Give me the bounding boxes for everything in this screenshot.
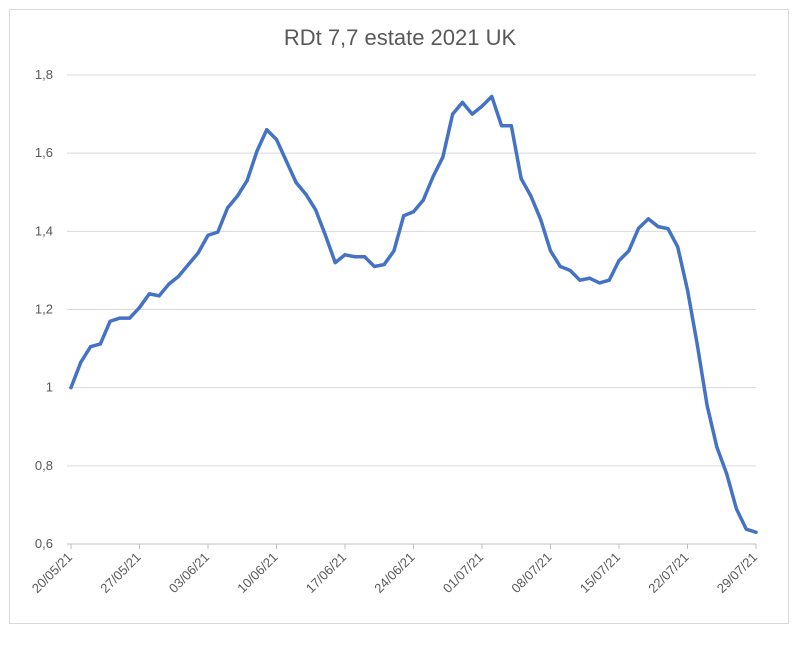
data-point: [519, 176, 523, 181]
data-point: [118, 316, 122, 320]
data-point: [333, 261, 337, 265]
x-tick-label: 15/07/21: [577, 550, 623, 596]
series-line: [69, 94, 758, 535]
data-point: [98, 342, 102, 346]
data-point: [137, 305, 142, 310]
x-axis-ticks: 20/05/21 27/05/21 03/06/21 10/06/21 17/06/21…: [29, 544, 760, 596]
data-point: [529, 194, 533, 198]
data-point: [196, 251, 200, 255]
data-point: [157, 294, 161, 298]
x-tick-label: 17/06/21: [303, 550, 349, 596]
data-point: [499, 124, 504, 128]
data-point: [754, 530, 758, 534]
data-point: [167, 282, 171, 286]
data-point: [734, 507, 739, 511]
y-tick-label: 1: [46, 380, 53, 395]
x-tick-label: 03/06/21: [166, 550, 212, 596]
data-point: [225, 206, 230, 210]
y-tick-label: 0,8: [35, 458, 53, 473]
data-point: [597, 281, 602, 285]
data-point: [411, 210, 416, 214]
data-point: [402, 214, 406, 218]
x-tick-label: 08/07/21: [508, 550, 554, 596]
data-point: [265, 128, 269, 132]
data-point: [558, 264, 562, 269]
data-point: [744, 527, 748, 531]
data-point: [578, 278, 582, 282]
data-point: [88, 345, 93, 349]
data-point: [314, 208, 318, 212]
data-point: [372, 264, 376, 269]
data-point: [460, 100, 465, 104]
data-point: [607, 278, 611, 282]
data-point: [69, 386, 73, 390]
data-point: [548, 249, 553, 253]
data-point: [636, 226, 641, 230]
data-point: [588, 276, 592, 280]
x-tick-label: 24/06/21: [371, 550, 417, 596]
y-axis-ticks: 0,6 0,8 1 1,2 1,4 1,6 1,8: [35, 67, 53, 551]
data-point: [646, 217, 650, 221]
data-point: [206, 233, 210, 237]
data-point: [470, 112, 474, 116]
data-point: [695, 343, 699, 347]
chart-frame: [9, 9, 789, 624]
data-point: [186, 262, 191, 267]
y-tick-label: 1,6: [35, 145, 53, 160]
chart-title: RDt 7,7 estate 2021 UK: [283, 25, 517, 50]
data-point: [725, 472, 729, 476]
data-point: [294, 180, 298, 185]
data-point: [245, 178, 249, 183]
data-point: [323, 233, 328, 237]
y-tick-label: 1,8: [35, 67, 53, 82]
y-tick-label: 1,4: [35, 223, 53, 238]
x-tick-label: 22/07/21: [645, 550, 691, 596]
data-point: [216, 230, 220, 234]
data-point: [431, 175, 435, 179]
data-point: [177, 274, 181, 278]
x-tick-label: 29/07/21: [714, 550, 760, 596]
x-tick-label: 20/05/21: [29, 550, 75, 596]
data-point: [284, 159, 288, 163]
data-point: [421, 198, 425, 202]
data-point: [666, 226, 670, 231]
data-point: [79, 360, 83, 364]
data-point: [235, 194, 239, 198]
data-point: [656, 225, 660, 229]
series: [69, 94, 758, 535]
gridlines: [67, 74, 756, 467]
data-point: [627, 249, 631, 253]
data-point: [343, 253, 347, 257]
data-point: [304, 192, 308, 196]
x-tick-label: 10/06/21: [234, 550, 280, 596]
data-point: [353, 255, 357, 259]
data-point: [617, 259, 621, 263]
data-point: [274, 137, 279, 142]
data-point: [382, 262, 386, 267]
data-point: [255, 149, 259, 153]
data-point: [539, 218, 543, 222]
data-point: [676, 245, 680, 249]
data-point: [392, 249, 396, 253]
data-point: [362, 255, 367, 259]
data-point: [509, 124, 513, 128]
x-tick-label: 27/05/21: [97, 550, 143, 596]
data-point: [147, 292, 151, 296]
data-point: [705, 403, 709, 407]
y-tick-label: 0,6: [35, 536, 53, 551]
x-tick-label: 01/07/21: [440, 550, 486, 596]
data-point: [128, 316, 132, 320]
data-point: [451, 112, 455, 116]
data-point: [568, 268, 572, 273]
data-point: [108, 319, 112, 323]
data-point: [441, 155, 445, 159]
data-point: [480, 104, 484, 108]
data-point: [685, 288, 690, 292]
data-point: [490, 94, 494, 99]
data-point: [715, 445, 719, 449]
y-tick-label: 1,2: [35, 302, 53, 317]
